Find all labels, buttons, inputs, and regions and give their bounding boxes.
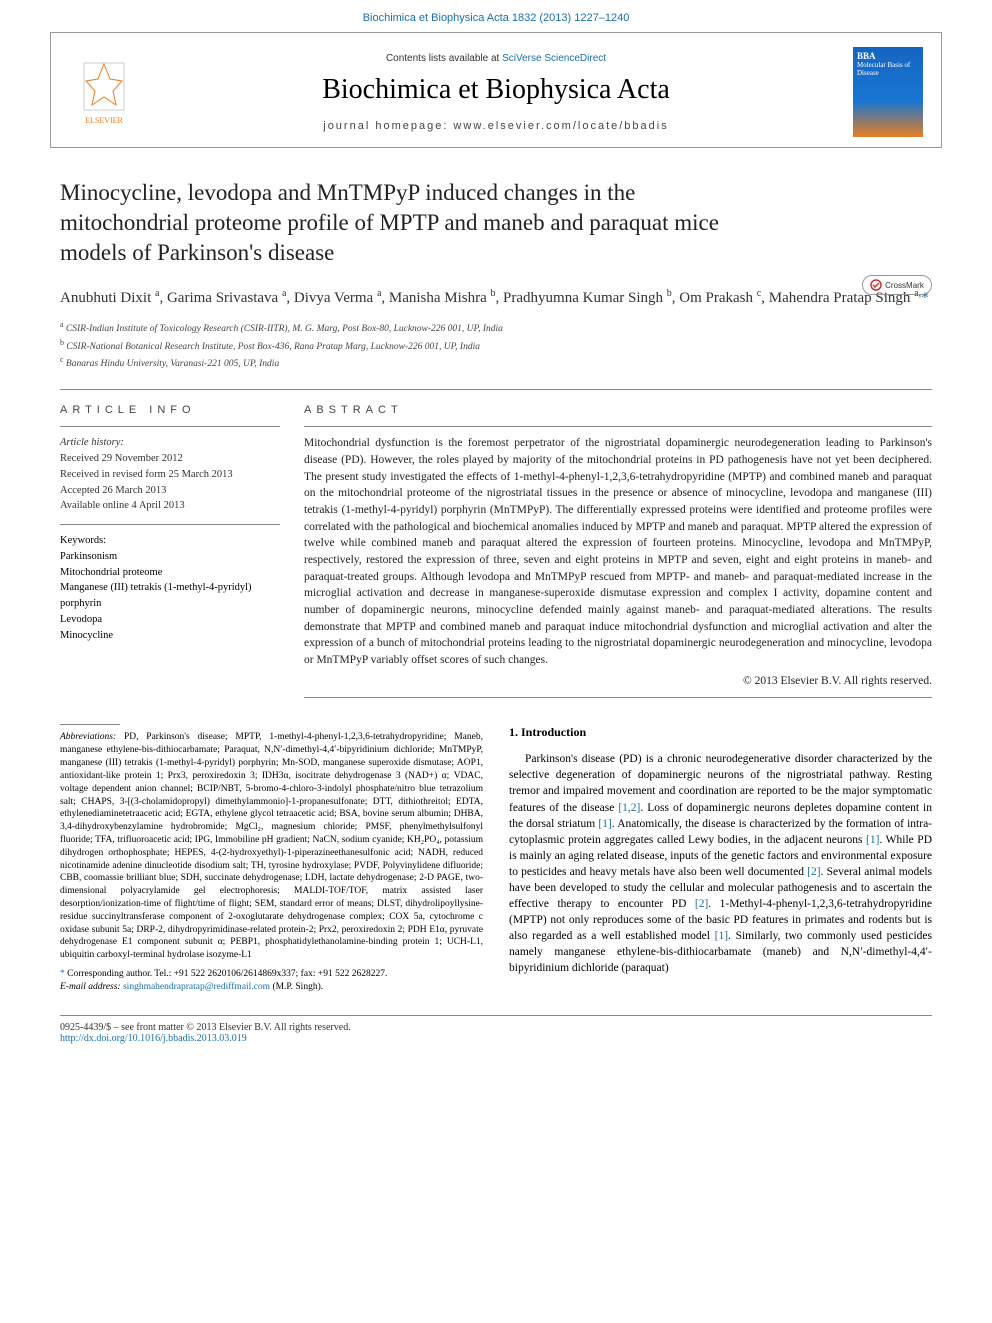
abbreviations-block: Abbreviations: PD, Parkinson's disease; … <box>60 731 483 962</box>
journal-title: Biochimica et Biophysica Acta <box>139 74 853 106</box>
keyword: Parkinsonism <box>60 549 280 565</box>
footer-front-matter: 0925-4439/$ – see front matter © 2013 El… <box>60 1022 932 1033</box>
keyword: Levodopa <box>60 612 280 628</box>
corresponding-author: * Corresponding author. Tel.: +91 522 26… <box>60 968 483 995</box>
divider <box>60 389 932 390</box>
contents-line: Contents lists available at SciVerse Sci… <box>139 53 853 64</box>
intro-paragraph: Parkinson's disease (PD) is a chronic ne… <box>509 751 932 976</box>
journal-header-box: ELSEVIER Contents lists available at Sci… <box>50 32 942 148</box>
elsevier-logo: ELSEVIER <box>69 52 139 132</box>
keyword: Mitochondrial proteome <box>60 565 280 581</box>
right-column: 1. Introduction Parkinson's disease (PD)… <box>509 724 932 994</box>
history-line: Received 29 November 2012 <box>60 451 280 467</box>
crossmark-badge[interactable]: CrossMark <box>862 275 932 295</box>
journal-cover-thumb: BBA Molecular Basis of Disease <box>853 47 923 137</box>
keyword: Manganese (III) tetrakis (1-methyl-4-pyr… <box>60 580 280 612</box>
left-column: Abbreviations: PD, Parkinson's disease; … <box>60 724 483 994</box>
sciencedirect-link[interactable]: SciVerse ScienceDirect <box>502 53 606 64</box>
article-info-panel: ARTICLE INFO Article history: Received 2… <box>60 404 280 698</box>
footnote-rule <box>60 724 120 725</box>
history-line: Accepted 26 March 2013 <box>60 483 280 499</box>
corresponding-email-link[interactable]: singhmahendrapratap@rediffmail.com <box>123 982 270 992</box>
history-line: Received in revised form 25 March 2013 <box>60 467 280 483</box>
article-info-heading: ARTICLE INFO <box>60 404 280 416</box>
abstract-text: Mitochondrial dysfunction is the foremos… <box>304 426 932 698</box>
keywords-label: Keywords: <box>60 533 280 549</box>
journal-homepage: journal homepage: www.elsevier.com/locat… <box>139 120 853 132</box>
article-title: Minocycline, levodopa and MnTMPyP induce… <box>60 178 760 268</box>
history-label: Article history: <box>60 435 280 451</box>
page-footer: 0925-4439/$ – see front matter © 2013 El… <box>60 1015 932 1044</box>
abstract-copyright: © 2013 Elsevier B.V. All rights reserved… <box>304 673 932 690</box>
citation-header: Biochimica et Biophysica Acta 1832 (2013… <box>0 0 992 32</box>
affiliations: a CSIR-Indian Institute of Toxicology Re… <box>60 319 932 371</box>
history-line: Available online 4 April 2013 <box>60 498 280 514</box>
abstract-heading: ABSTRACT <box>304 404 932 416</box>
intro-heading: 1. Introduction <box>509 724 932 741</box>
doi-link[interactable]: http://dx.doi.org/10.1016/j.bbadis.2013.… <box>60 1033 247 1044</box>
keyword: Minocycline <box>60 628 280 644</box>
abstract-panel: ABSTRACT Mitochondrial dysfunction is th… <box>304 404 932 698</box>
authors-list: Anubhuti Dixit a, Garima Srivastava a, D… <box>60 286 932 310</box>
